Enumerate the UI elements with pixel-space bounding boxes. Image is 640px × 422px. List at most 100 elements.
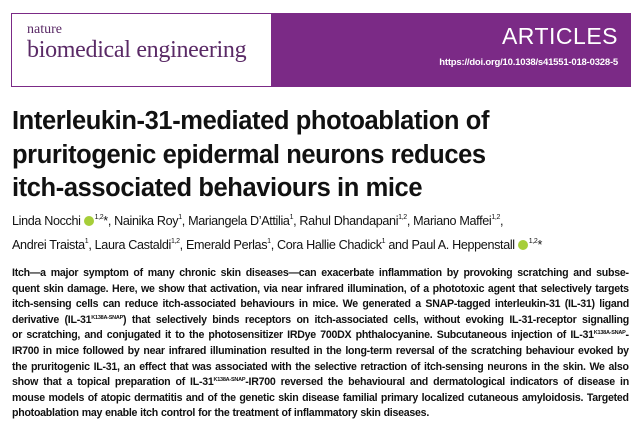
abstract-word: scratching	[517, 267, 569, 279]
abstract-word: long-term	[345, 344, 392, 357]
orcid-icon[interactable]	[517, 240, 528, 250]
abstract-word: the	[327, 376, 344, 389]
abstract-word: of	[563, 376, 573, 389]
author[interactable]: Rahul Dhandapani1,2,	[299, 214, 413, 228]
abstract-word: mice.	[312, 298, 339, 311]
abstract-word: to	[175, 329, 185, 342]
abstract-word: atopic	[100, 391, 131, 404]
orcid-icon[interactable]	[83, 216, 94, 226]
author-separator: ,	[500, 214, 504, 228]
author-line: Andrei Traista1, Laura Castaldi1,2, Emer…	[12, 233, 632, 257]
abstract: Itch—a major symptom of many chronic skin disea…	[12, 266, 629, 422]
abstract-word: can	[102, 298, 121, 311]
abstract-word: binds	[212, 313, 240, 326]
abstract-word: of	[438, 344, 448, 357]
abstract-word: Subcutaneous	[436, 329, 507, 342]
abstract-word: of	[556, 329, 567, 342]
abstract-word: disease	[577, 376, 615, 389]
author-name[interactable]: Mariano Maffei	[413, 214, 492, 228]
abstract-word: targets	[595, 282, 629, 295]
abstract-word: Itch—a	[12, 267, 46, 279]
author-name[interactable]: Rahul Dhandapani	[299, 214, 399, 228]
abstract-word: IR700	[12, 344, 40, 357]
author-name[interactable]: Andrei Traista	[12, 238, 85, 252]
abstract-line: derivative (IL-31K138A-SNAP) that selective…	[12, 313, 629, 329]
abstract-word: by	[616, 344, 629, 357]
abstract-word: effect	[139, 360, 167, 373]
abstract-word: major	[50, 267, 79, 279]
abstract-word: via	[263, 282, 278, 295]
abstract-word: and	[409, 376, 429, 389]
superscript: K138A-SNAP	[213, 377, 246, 384]
author[interactable]: Emerald Perlas1,	[186, 238, 277, 252]
abstract-word: cells	[75, 298, 99, 311]
abstract-word: the	[220, 391, 236, 404]
author[interactable]: Mariano Maffei1,2,	[413, 214, 503, 228]
author-name[interactable]: Emerald Perlas	[185, 238, 268, 252]
abstract-word: without	[424, 313, 460, 326]
author-name[interactable]: Mariangela D’Attilia	[188, 214, 290, 228]
author[interactable]: Nainika Roy1,	[114, 214, 188, 228]
abstract-word: evoked	[578, 344, 614, 357]
author-separator: *,	[103, 214, 115, 228]
abstract-word: in	[531, 360, 541, 373]
author[interactable]: Paul A. Heppenstall 1,2*	[411, 238, 542, 252]
abstract-word: indicators	[510, 376, 559, 389]
abstract-word: may	[81, 407, 103, 420]
abstract-word: on	[296, 313, 309, 326]
abstract-word: receptors	[244, 313, 291, 326]
abstract-word: IL-31-receptor	[509, 313, 577, 326]
abstract-word: of	[410, 282, 420, 295]
author[interactable]: Cora Hallie Chadick1 and	[277, 238, 411, 252]
superscript: K138A-SNAP	[91, 314, 124, 321]
abstract-word: and	[573, 267, 592, 279]
abstract-word: inflammation	[378, 267, 442, 279]
abstract-word: that	[188, 282, 207, 295]
abstract-word: infrared	[168, 344, 207, 357]
author-affiliation: 1,2	[170, 238, 180, 245]
abstract-word: reversal	[395, 344, 435, 357]
author[interactable]: Mariangela D’Attilia1,	[188, 214, 299, 228]
abstract-word: in	[620, 376, 629, 389]
author[interactable]: Laura Castaldi1,2,	[95, 238, 186, 252]
abstract-word: IL-31K138A-SNAP-	[570, 329, 629, 342]
author-name[interactable]: Paul A. Heppenstall	[411, 238, 515, 252]
author[interactable]: Linda Nocchi 1,2*,	[12, 214, 114, 228]
abstract-word: skin	[278, 391, 299, 404]
abstract-word: of	[133, 267, 143, 279]
author-name[interactable]: Cora Hallie Chadick	[277, 238, 382, 252]
abstract-word: of	[207, 391, 218, 404]
author-name[interactable]: Laura Castaldi	[94, 238, 172, 252]
abstract-word: models	[48, 391, 85, 404]
abstract-word: itch-sensing	[424, 360, 484, 373]
abstract-word: symptom	[83, 267, 129, 279]
abstract-word: selective	[314, 360, 357, 373]
abstract-word: the	[451, 344, 467, 357]
author-affiliation: 1,2	[491, 214, 501, 221]
abstract-word: SNAP-tagged	[425, 298, 491, 311]
author-separator: ,	[179, 238, 186, 252]
abstract-word: pruritogenic	[30, 360, 90, 373]
abstract-word: interleukin-31	[494, 298, 561, 311]
abstract-word: enable	[105, 407, 138, 420]
abstract-word: localized	[421, 391, 465, 404]
author-separator: ,	[270, 238, 278, 252]
abstract-word: selectively	[155, 313, 207, 326]
abstract-word: of	[175, 376, 185, 389]
author[interactable]: Andrei Traista1,	[12, 238, 95, 252]
abstract-word: IL-31K138A-SNAP-IR700	[190, 376, 276, 389]
abstract-word: We	[342, 298, 358, 311]
abstract-word: it	[164, 329, 171, 342]
doi-link[interactable]: https://doi.org/10.1038/s41551-018-0328-…	[439, 57, 618, 68]
abstract-word: topical	[77, 376, 110, 389]
abstract-word: a	[415, 298, 421, 311]
abstract-word: cutaneous	[467, 391, 519, 404]
abstract-word: by	[127, 344, 140, 357]
abstract-word: behaviour	[525, 344, 575, 357]
abstract-word: reduce	[124, 298, 159, 311]
author-separator: ,	[293, 214, 300, 228]
author-name[interactable]: Nainika Roy	[114, 214, 179, 228]
author-list: Linda Nocchi 1,2*, Nainika Roy1, Mariange…	[12, 209, 632, 257]
abstract-word: followed	[82, 344, 124, 357]
author-name[interactable]: Linda Nocchi	[12, 214, 81, 228]
